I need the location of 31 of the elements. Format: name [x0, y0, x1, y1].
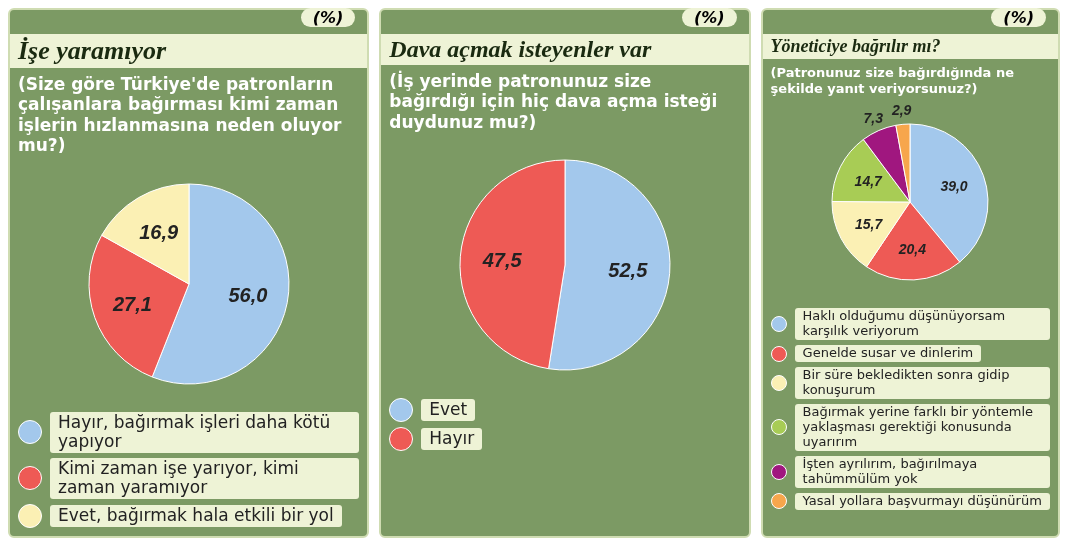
legend-label: Yasal yollara başvurmayı düşünürüm: [794, 492, 1050, 510]
text: (Patronunuz size bağırdığında ne şekilde yanıt veriyorsunuz?): [769, 64, 1015, 98]
legend-label: Hayır: [421, 428, 483, 450]
data-label: 52,5: [608, 259, 649, 282]
text: (%): [681, 8, 737, 27]
legend-label: Hayır, bağırmak işleri daha kötü yapıyor: [50, 411, 360, 453]
legend-label: Haklı olduğumu düşünüyorsam karşılık veriyorum: [794, 308, 1050, 341]
text: Yöneticiye bağrılır mı?: [762, 34, 1058, 59]
data-label: 2,9: [891, 102, 912, 119]
legend-label: Bir süre bekledikten sonra gidip konuşurum: [794, 367, 1050, 399]
legend-label: Evet, bağırmak hala etkili bir yol: [50, 504, 342, 527]
chart-title: İşe yaramıyor: [10, 34, 368, 68]
chart-subtitle: (İş yerinde patronunuz size bağırdığı için hiç dava açma isteği duydunuz mu?): [388, 69, 719, 134]
data-label: 15,7: [855, 216, 884, 233]
legend-label: İşten ayrılırım, bağırılmaya tahümmülüm yok: [794, 455, 1050, 488]
chart-subtitle: (Size göre Türkiye'de patronların çalışanlara bağırması kimi zaman işlerin hızlanmasına neden oluyor mu?): [17, 73, 343, 158]
chart-title: Dava açmak isteyenler var: [381, 34, 749, 65]
text: (%): [300, 8, 356, 27]
data-label: 47,5: [481, 249, 523, 272]
data-label: 56,0: [228, 283, 268, 306]
text: (%): [991, 8, 1046, 27]
legend-label: Bağırmak yerine farklı bir yöntemle yaklaşması gerektiği konusunda uyarırım: [794, 403, 1050, 451]
data-label: 14,7: [854, 173, 884, 190]
data-label: 16,9: [138, 220, 179, 243]
data-label: 20,4: [898, 240, 927, 257]
data-label: 27,1: [111, 292, 152, 315]
legend-label: Kimi zaman işe yarıyor, kimi zaman yaramıyor: [50, 457, 360, 499]
legend-label: Genelde susar ve dinlerim: [794, 345, 982, 362]
data-label: 7,3: [863, 109, 884, 126]
legend-label: Evet: [421, 399, 476, 421]
data-label: 39,0: [940, 178, 969, 195]
